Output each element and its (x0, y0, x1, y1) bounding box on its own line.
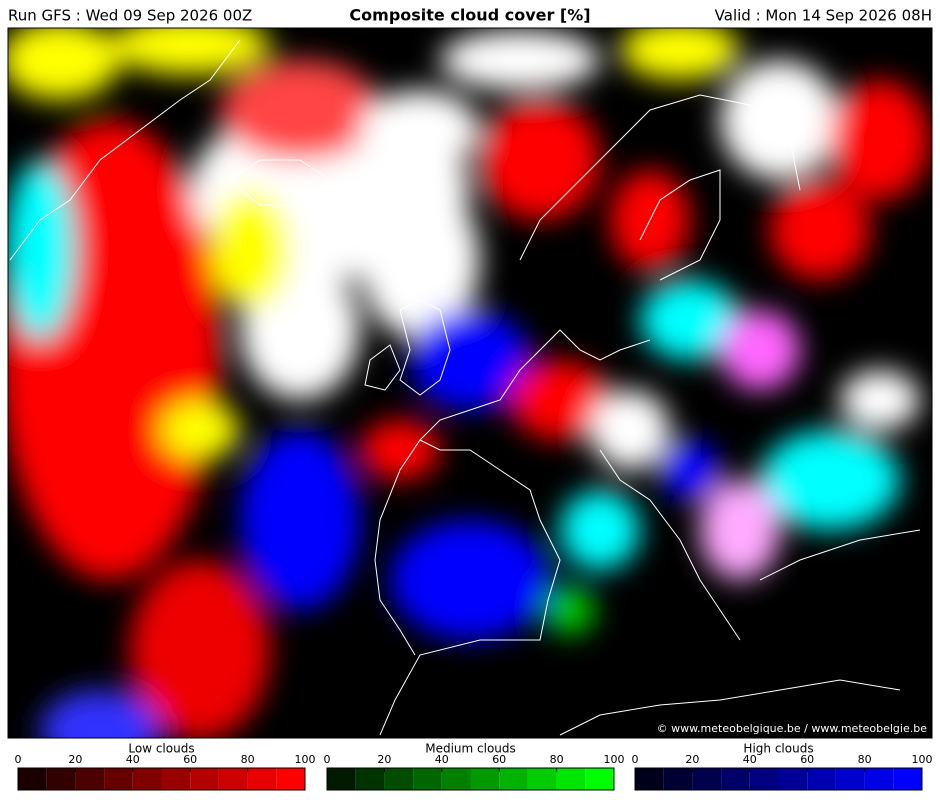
legend-tick-label: 0 (324, 753, 331, 766)
legend-swatch (749, 768, 779, 790)
legend-tick-label: 60 (492, 753, 506, 766)
legend-swatch (635, 768, 664, 790)
legend-swatch (527, 768, 557, 790)
legend-tick-label: 0 (632, 753, 639, 766)
legend-swatch (247, 768, 277, 790)
legend-title: Low clouds (128, 742, 194, 756)
map-title: Composite cloud cover [%] (349, 6, 590, 25)
legend-tick-label: 40 (435, 753, 449, 766)
legend-tick-label: 100 (604, 753, 625, 766)
legend-swatch (721, 768, 750, 790)
legend-frame (17, 767, 306, 791)
legend-swatch (327, 768, 356, 790)
legend-swatch (807, 768, 836, 790)
legend-swatch (276, 768, 305, 790)
legend-swatch (864, 768, 894, 790)
legend-tick-label: 80 (241, 753, 255, 766)
valid-label: Valid : Mon 14 Sep 2026 08H (715, 7, 932, 25)
legend-swatch (663, 768, 693, 790)
credit: © www.meteobelgique.be / www.meteobelgie… (657, 722, 928, 735)
legend-swatch (18, 768, 47, 790)
legend-title: Medium clouds (425, 742, 516, 756)
legend-swatch (75, 768, 105, 790)
legend-frame (634, 767, 923, 791)
legend-tick-label: 40 (126, 753, 140, 766)
legend-swatch (585, 768, 614, 790)
legend-swatch (413, 768, 442, 790)
legend-swatch (835, 768, 865, 790)
legend-frame (326, 767, 615, 791)
legend-swatch (161, 768, 191, 790)
legends: Low clouds 0 20 40 60 80 100 Medium clouds 0 20 40… (15, 742, 933, 791)
legend-swatch (355, 768, 385, 790)
map: © www.meteobelgique.be / www.meteobelgie… (8, 28, 932, 738)
run-label: Run GFS : Wed 09 Sep 2026 00Z (8, 7, 252, 25)
legend-swatch (893, 768, 922, 790)
legend-swatch (218, 768, 248, 790)
legend-tick-label: 100 (295, 753, 316, 766)
legend-tick-label: 0 (15, 753, 22, 766)
legend-swatch (46, 768, 76, 790)
map-frame (7, 27, 933, 739)
legend-tick-label: 80 (550, 753, 564, 766)
legend-tick-label: 60 (800, 753, 814, 766)
legend-swatch (692, 768, 722, 790)
legend-tick-label: 80 (858, 753, 872, 766)
legend-swatch (499, 768, 528, 790)
legend-swatch (470, 768, 500, 790)
legend-tick-label: 20 (685, 753, 699, 766)
legend-tick-label: 100 (912, 753, 933, 766)
legend-swatch (104, 768, 133, 790)
legend-swatch (556, 768, 586, 790)
legend-tick-label: 60 (183, 753, 197, 766)
legend-title: High clouds (743, 742, 813, 756)
legend-swatch (190, 768, 219, 790)
legend-tick-label: 20 (68, 753, 82, 766)
legend-tick-label: 20 (377, 753, 391, 766)
legend-swatch (441, 768, 471, 790)
legend-swatch (132, 768, 162, 790)
legend-tick-label: 40 (743, 753, 757, 766)
legend-swatch (384, 768, 414, 790)
legend-swatch (778, 768, 808, 790)
